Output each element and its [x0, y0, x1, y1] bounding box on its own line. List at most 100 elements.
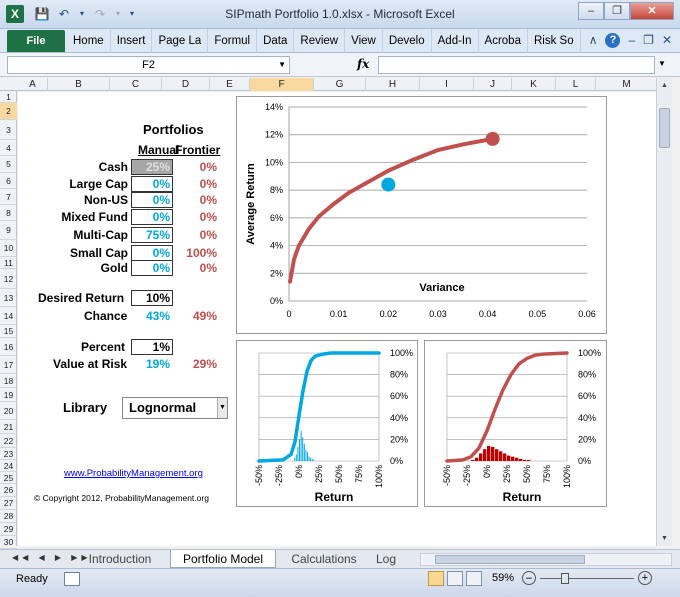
expand-formula-bar-icon[interactable]: ▼ [658, 59, 666, 68]
ribbon-tab-data[interactable]: Data [257, 28, 295, 53]
row-header-25[interactable]: 25 [0, 472, 17, 484]
row-header-7[interactable]: 7 [0, 189, 17, 205]
zoom-slider[interactable] [540, 578, 634, 579]
workbook-close-icon[interactable]: ✕ [661, 33, 672, 47]
excel-app-icon[interactable]: X [6, 5, 24, 23]
zoom-in-icon[interactable]: + [638, 571, 652, 585]
manual-weight-gold[interactable]: 0% [131, 260, 173, 276]
restore-button[interactable]: ❐ [604, 2, 630, 20]
column-header-g[interactable]: G [314, 78, 366, 91]
manual-weight-large-cap[interactable]: 0% [131, 176, 173, 192]
zoom-slider-knob[interactable] [561, 573, 569, 584]
row-header-13[interactable]: 13 [0, 289, 17, 307]
row-header-30[interactable]: 30 [0, 536, 17, 549]
ribbon-tab-formul[interactable]: Formul [208, 28, 258, 53]
file-tab[interactable]: File [7, 29, 65, 52]
manual-weight-mixed-fund[interactable]: 0% [131, 209, 173, 225]
insert-function-button[interactable]: fx [357, 57, 370, 71]
row-header-20[interactable]: 20 [0, 402, 17, 420]
manual-weight-cash[interactable]: 25% [131, 159, 173, 175]
row-header-1[interactable]: 1 [0, 91, 17, 103]
sheet-tab-introduction[interactable]: Introduction [88, 552, 152, 566]
row-header-5[interactable]: 5 [0, 156, 17, 173]
sheet-tab-log[interactable]: Log [375, 552, 397, 566]
column-header-i[interactable]: I [420, 78, 474, 91]
close-button[interactable]: ✕ [630, 2, 674, 20]
name-box-dropdown-icon[interactable]: ▼ [278, 60, 286, 69]
ribbon-tab-add-in[interactable]: Add-In [432, 28, 479, 53]
manual-weight-non-us[interactable]: 0% [131, 192, 173, 208]
row-header-4[interactable]: 4 [0, 140, 17, 156]
vertical-scrollbar[interactable]: ▲ ▼ [656, 78, 672, 546]
efficient-frontier-chart[interactable]: 0% 2% 4% 6% 8% 10% 12% 14% 0 0.01 0.02 0.03 0.04 0.05… [236, 96, 607, 334]
percent-input[interactable]: 1% [131, 339, 173, 355]
name-box[interactable]: F2 ▼ [7, 56, 290, 74]
manual-distribution-chart[interactable]: 0% 20% 40% 60% 80% 100% -50% -25% 0% 25% 50% 75% 100… [236, 340, 418, 507]
row-header-24[interactable]: 24 [0, 460, 17, 472]
row-header-28[interactable]: 28 [0, 510, 17, 523]
manual-weight-multi-cap[interactable]: 75% [131, 227, 173, 243]
column-header-j[interactable]: J [474, 78, 512, 91]
workbook-minimize-icon[interactable]: – [628, 33, 636, 47]
customize-qat-icon[interactable]: ▾ [129, 9, 134, 18]
column-header-h[interactable]: H [366, 78, 420, 91]
column-header-e[interactable]: E [210, 78, 250, 91]
column-header-f[interactable]: F [250, 78, 314, 91]
row-header-16[interactable]: 16 [0, 338, 17, 356]
ribbon-tab-develo[interactable]: Develo [383, 28, 432, 53]
column-header-b[interactable]: B [48, 78, 110, 91]
row-header-2[interactable]: 2 [0, 103, 17, 120]
redo-dropdown-icon[interactable]: ▾ [115, 9, 120, 18]
row-header-10[interactable]: 10 [0, 240, 17, 257]
row-header-27[interactable]: 27 [0, 497, 17, 510]
formula-input[interactable] [378, 56, 655, 74]
page-layout-view-icon[interactable] [447, 571, 463, 586]
minimize-ribbon-icon[interactable]: ∧ [588, 33, 598, 47]
row-header-17[interactable]: 17 [0, 356, 17, 374]
normal-view-icon[interactable] [428, 571, 444, 586]
row-header-29[interactable]: 29 [0, 523, 17, 536]
sheet-nav-buttons[interactable]: ◀◀ ◀ ▶ ▶▶ [12, 553, 92, 562]
row-header-14[interactable]: 14 [0, 307, 17, 325]
manual-weight-small-cap[interactable]: 0% [131, 245, 173, 261]
help-icon[interactable]: ? [605, 33, 621, 48]
save-icon[interactable]: 💾 [34, 7, 50, 21]
column-header-l[interactable]: L [556, 78, 596, 91]
row-header-8[interactable]: 8 [0, 205, 17, 221]
chevron-down-icon[interactable]: ▼ [217, 398, 227, 418]
horizontal-scrollbar[interactable] [420, 553, 672, 566]
ribbon-tab-insert[interactable]: Insert [111, 28, 153, 53]
vertical-scroll-thumb[interactable] [659, 108, 670, 148]
ribbon-tab-review[interactable]: Review [294, 28, 346, 53]
scroll-down-icon[interactable]: ▼ [661, 535, 668, 542]
undo-icon[interactable]: ↶ [58, 7, 70, 21]
frontier-distribution-chart[interactable]: 0% 20% 40% 60% 80% 100% -50% -25% 0% 25% 50% 75% 100… [424, 340, 607, 507]
minimize-button[interactable]: – [578, 2, 604, 20]
library-select[interactable]: Lognormal ▼ [122, 397, 228, 419]
column-header-c[interactable]: C [110, 78, 162, 91]
undo-dropdown-icon[interactable]: ▾ [79, 9, 84, 18]
ribbon-tab-acroba[interactable]: Acroba [479, 28, 528, 53]
row-header-11[interactable]: 11 [0, 257, 17, 269]
zoom-out-icon[interactable]: – [522, 571, 536, 585]
sheet-tab-portfolio-model[interactable]: Portfolio Model [170, 550, 276, 568]
column-header-k[interactable]: K [512, 78, 556, 91]
zoom-level[interactable]: 59% [492, 572, 515, 584]
column-header-a[interactable]: A [18, 78, 48, 91]
desired-return-input[interactable]: 10% [131, 290, 173, 306]
row-header-9[interactable]: 9 [0, 221, 17, 240]
row-header-18[interactable]: 18 [0, 374, 17, 388]
horizontal-scroll-thumb[interactable] [435, 555, 585, 564]
column-header-d[interactable]: D [162, 78, 210, 91]
ribbon-tab-view[interactable]: View [345, 28, 383, 53]
ribbon-tab-risk-so[interactable]: Risk So [528, 28, 581, 53]
row-header-23[interactable]: 23 [0, 448, 17, 460]
workbook-restore-icon[interactable]: ❐ [643, 33, 654, 47]
row-header-12[interactable]: 12 [0, 269, 17, 289]
row-header-3[interactable]: 3 [0, 120, 17, 140]
column-header-m[interactable]: M [596, 78, 658, 91]
row-header-22[interactable]: 22 [0, 434, 17, 448]
row-header-26[interactable]: 26 [0, 484, 17, 497]
page-break-view-icon[interactable] [466, 571, 482, 586]
ribbon-tab-page-la[interactable]: Page La [152, 28, 209, 53]
